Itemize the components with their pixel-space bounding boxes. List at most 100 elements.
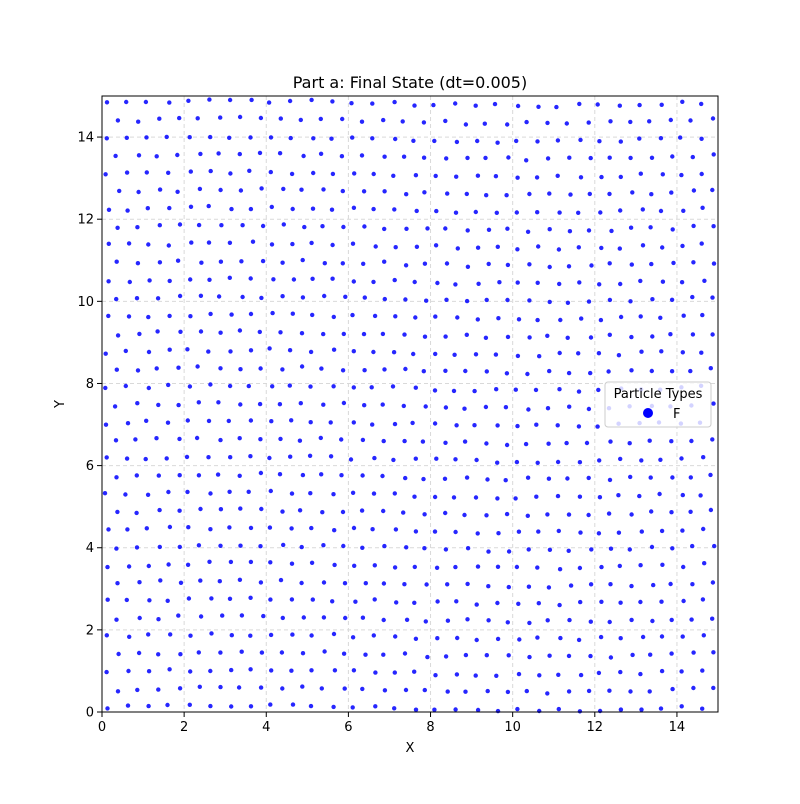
- data-point: [330, 242, 335, 248]
- data-point: [454, 174, 459, 179]
- data-point: [607, 619, 612, 625]
- data-point: [483, 335, 489, 340]
- data-point: [258, 685, 264, 690]
- data-point: [206, 203, 211, 209]
- data-point: [578, 672, 584, 678]
- data-point: [123, 492, 128, 497]
- data-point: [444, 261, 450, 266]
- data-point: [236, 685, 242, 690]
- data-point: [228, 559, 234, 565]
- data-point: [206, 349, 211, 354]
- data-point: [473, 495, 479, 500]
- legend-marker-f: [643, 408, 653, 418]
- data-point: [361, 261, 366, 266]
- data-point: [239, 649, 244, 654]
- data-point: [454, 423, 459, 428]
- data-point: [371, 633, 376, 638]
- data-point: [167, 347, 172, 352]
- data-point: [215, 472, 221, 477]
- y-tick-label: 10: [77, 295, 94, 310]
- data-point: [688, 509, 693, 514]
- data-point: [680, 350, 685, 355]
- data-point: [640, 243, 646, 248]
- data-point: [607, 477, 613, 483]
- data-point: [576, 637, 582, 643]
- data-point: [291, 277, 297, 282]
- data-point: [227, 489, 232, 494]
- data-point: [588, 619, 593, 624]
- data-point: [669, 190, 674, 195]
- data-point: [155, 329, 160, 334]
- data-point: [196, 222, 202, 228]
- data-point: [177, 544, 182, 550]
- data-point: [595, 102, 600, 107]
- data-point: [228, 455, 233, 460]
- data-point: [700, 706, 705, 711]
- data-point: [136, 153, 142, 158]
- data-point: [422, 261, 428, 266]
- data-point: [165, 420, 171, 425]
- data-point: [680, 634, 685, 639]
- data-point: [557, 387, 562, 392]
- data-point: [229, 206, 234, 212]
- data-point: [280, 686, 285, 691]
- data-point: [586, 475, 591, 481]
- x-axis-label: X: [406, 741, 415, 756]
- data-point: [412, 279, 417, 285]
- data-point: [475, 707, 481, 713]
- data-point: [260, 258, 266, 264]
- data-point: [188, 669, 193, 674]
- data-point: [690, 332, 696, 337]
- data-point: [351, 668, 357, 673]
- data-point: [258, 437, 263, 442]
- data-point: [484, 653, 489, 658]
- data-point: [157, 544, 162, 550]
- data-point: [443, 334, 448, 339]
- data-point: [186, 596, 192, 601]
- data-point: [206, 240, 212, 245]
- data-point: [144, 418, 149, 423]
- y-tick-label: 6: [86, 459, 94, 474]
- data-point: [414, 208, 419, 214]
- data-point: [226, 418, 231, 424]
- data-point: [617, 563, 622, 569]
- data-point: [451, 495, 457, 500]
- data-point: [546, 441, 551, 446]
- data-point: [524, 688, 529, 694]
- data-point: [596, 531, 602, 536]
- data-point: [567, 404, 572, 409]
- data-point: [670, 475, 675, 480]
- data-point: [505, 334, 511, 340]
- data-point: [166, 489, 171, 495]
- data-point: [124, 135, 129, 140]
- data-point: [332, 528, 337, 533]
- data-point: [349, 101, 354, 106]
- x-tick-label: 6: [344, 720, 352, 735]
- data-point: [413, 456, 418, 461]
- data-point: [606, 511, 612, 516]
- data-point: [525, 475, 531, 480]
- data-point: [545, 512, 550, 517]
- data-point: [504, 511, 510, 517]
- data-point: [269, 419, 274, 424]
- data-point: [495, 244, 500, 249]
- data-point: [188, 204, 194, 209]
- data-point: [698, 493, 703, 498]
- data-point: [516, 671, 522, 677]
- data-point: [308, 384, 313, 389]
- data-point: [165, 702, 170, 708]
- data-point: [669, 617, 674, 623]
- data-point: [443, 440, 448, 445]
- data-point: [261, 613, 266, 619]
- data-point: [287, 383, 292, 388]
- data-point: [381, 652, 386, 657]
- data-point: [147, 278, 152, 283]
- data-point: [196, 473, 202, 478]
- data-point: [435, 599, 440, 604]
- data-point: [455, 246, 460, 251]
- data-point: [413, 385, 418, 390]
- data-point: [465, 264, 471, 269]
- data-point: [659, 528, 665, 534]
- data-point: [196, 650, 201, 655]
- data-point: [566, 548, 571, 553]
